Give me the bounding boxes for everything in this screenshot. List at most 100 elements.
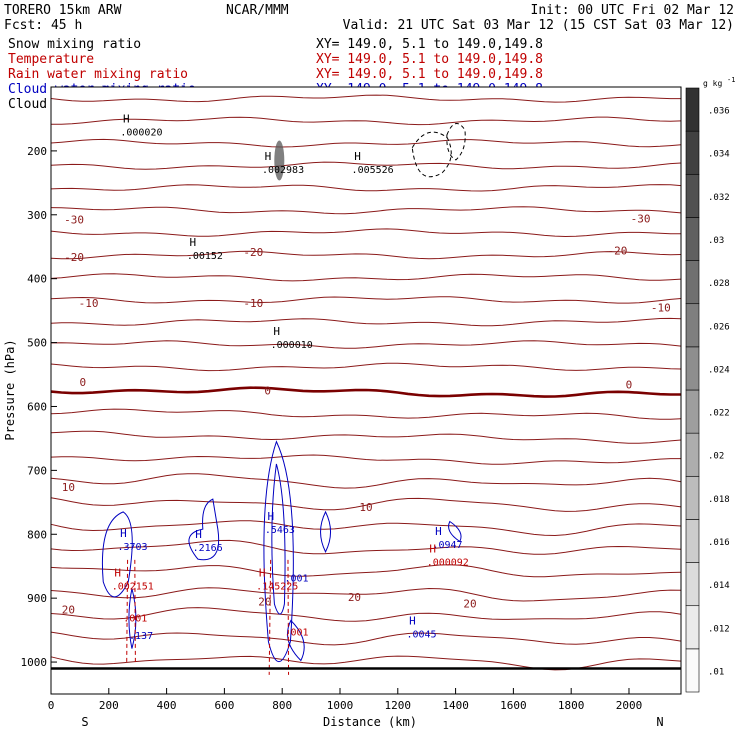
x-tick-label-9: 1800 [558, 699, 585, 712]
legend-xy-1: XY= 149.0, 5.1 to 149.0,149.8 [316, 52, 543, 67]
colorbar-segment-2 [685, 562, 700, 607]
isotherm-line-19 [50, 520, 682, 537]
extremum-mark-5: H [120, 527, 127, 540]
rain-contour-2 [268, 559, 272, 675]
extremum-value-14: .001 [285, 627, 309, 638]
isotherm-line-16 [50, 454, 681, 465]
cloud-water-contour-1 [188, 498, 220, 561]
extremum-value-3: .00152 [187, 251, 223, 262]
isotherm-line-1 [50, 116, 682, 126]
temperature-label-5: -10 [79, 297, 99, 310]
colorbar-label-0: .01 [708, 667, 724, 677]
extremum-value-16: .001 [123, 613, 147, 624]
isotherm-line-13 [50, 386, 681, 398]
forecast-hour: Fcst: 45 h [4, 18, 82, 33]
cloud-water-contour-5 [448, 520, 462, 543]
temperature-label-14: 20 [258, 595, 271, 608]
extremum-value-0: .000020 [120, 128, 162, 139]
isotherm-line-5 [50, 206, 682, 215]
y-tick-label-3: 500 [27, 337, 47, 350]
cloud-water-contour-3 [271, 463, 286, 615]
temperature-label-6: -10 [243, 297, 263, 310]
extremum-value-12: .145225 [256, 581, 298, 592]
south-label: S [81, 715, 88, 729]
extremum-value-11: .000092 [427, 558, 469, 569]
isotherm-line-20 [50, 539, 682, 555]
extremum-mark-12: H [259, 566, 266, 579]
legend-xy-2: XY= 149.0, 5.1 to 149.0,149.8 [316, 67, 543, 82]
x-tick-label-7: 1400 [442, 699, 469, 712]
extremum-mark-8: H [435, 525, 442, 538]
cloud-water-contour-7 [287, 619, 305, 662]
extremum-value-9: .0045 [406, 629, 436, 640]
colorbar-segment-1 [685, 605, 700, 650]
isotherm-line-11 [50, 340, 682, 349]
x-tick-label-8: 1600 [500, 699, 527, 712]
extremum-mark-10: H [114, 566, 121, 579]
colorbar-segment-7 [685, 346, 700, 391]
y-tick-label-1: 300 [27, 209, 47, 222]
temperature-label-9: 0 [264, 385, 271, 398]
colorbar-label-2: .014 [708, 581, 730, 591]
colorbar-label-11: .032 [708, 193, 730, 203]
colorbar-label-12: .034 [708, 150, 730, 160]
colorbar: .01 .012 .014 .016 .018 .02 .022 .024 .026 .028 .0… [685, 76, 735, 693]
extremum-mark-9: H [409, 614, 416, 627]
valid-time: Valid: 21 UTC Sat 03 Mar 12 (15 CST Sat … [343, 18, 734, 33]
extremum-value-10: .002151 [112, 581, 154, 592]
cloud-water-contour-6 [128, 588, 137, 649]
temperature-label-3: -20 [243, 246, 263, 259]
colorbar-segment-0 [685, 648, 700, 693]
colorbar-segment-4 [685, 475, 700, 520]
colorbar-segment-13 [685, 87, 700, 132]
snow-shading [274, 140, 285, 181]
colorbar-unit: g kg [703, 79, 722, 88]
temperature-label-12: 10 [359, 501, 372, 514]
rain-contour-0 [126, 559, 129, 663]
cloud-ice-contour-1 [411, 131, 452, 178]
colorbar-label-1: .012 [708, 624, 730, 634]
colorbar-unit-exponent: -1 [727, 76, 735, 84]
legend-xy-0: XY= 149.0, 5.1 to 149.0,149.8 [316, 37, 543, 52]
colorbar-label-9: .028 [708, 279, 730, 289]
legend-name-2: Rain water mixing ratio [8, 67, 188, 82]
y-tick-label-6: 800 [27, 528, 47, 541]
isotherm-line-21 [50, 564, 682, 578]
extremum-value-8: .0947 [432, 540, 462, 551]
isotherm-line-6 [50, 228, 682, 238]
rain-contour-1 [134, 559, 136, 663]
colorbar-segment-3 [685, 519, 700, 563]
colorbar-label-8: .026 [708, 322, 730, 332]
init-time: Init: 00 UTC Fri 02 Mar 12 [531, 3, 735, 18]
legend-name-0: Snow mixing ratio [8, 37, 141, 52]
y-tick-label-4: 600 [27, 400, 47, 413]
extremum-mark-1: H [265, 150, 272, 163]
colorbar-segment-5 [685, 432, 700, 477]
isotherm-line-12 [50, 362, 682, 372]
isotherm-line-7 [50, 250, 682, 260]
y-axis-label: Pressure (hPa) [3, 339, 17, 440]
isotherm-line-24 [50, 631, 682, 646]
extremum-value-2: .005526 [352, 165, 394, 176]
extremum-mark-3: H [190, 236, 197, 249]
x-tick-label-0: 0 [48, 699, 55, 712]
temperature-label-4: -20 [607, 245, 627, 258]
cloud-water-contour-2 [263, 440, 294, 663]
isotherm-line-3 [50, 161, 682, 170]
plot-frame [50, 86, 682, 695]
temperature-label-1: -30 [631, 213, 651, 226]
y-tick-label-5: 700 [27, 464, 47, 477]
x-tick-label-2: 400 [157, 699, 177, 712]
temperature-label-16: 20 [463, 597, 476, 610]
cloud-ice-contour-2 [446, 123, 466, 161]
colorbar-segment-6 [685, 389, 700, 434]
axes: 0 200 400 600 800 1000 1200 1400 1600 1800 2000200… [21, 86, 682, 712]
extremum-mark-7: H [268, 510, 275, 523]
model-title: TORERO 15km ARW [4, 3, 122, 18]
extremum-value-1: .002983 [262, 165, 304, 176]
x-tick-label-6: 1200 [385, 699, 412, 712]
extremum-value-7: .5463 [265, 525, 295, 536]
colorbar-segment-11 [685, 173, 700, 218]
colorbar-segment-12 [685, 130, 700, 175]
colorbar-label-10: .03 [708, 236, 724, 246]
